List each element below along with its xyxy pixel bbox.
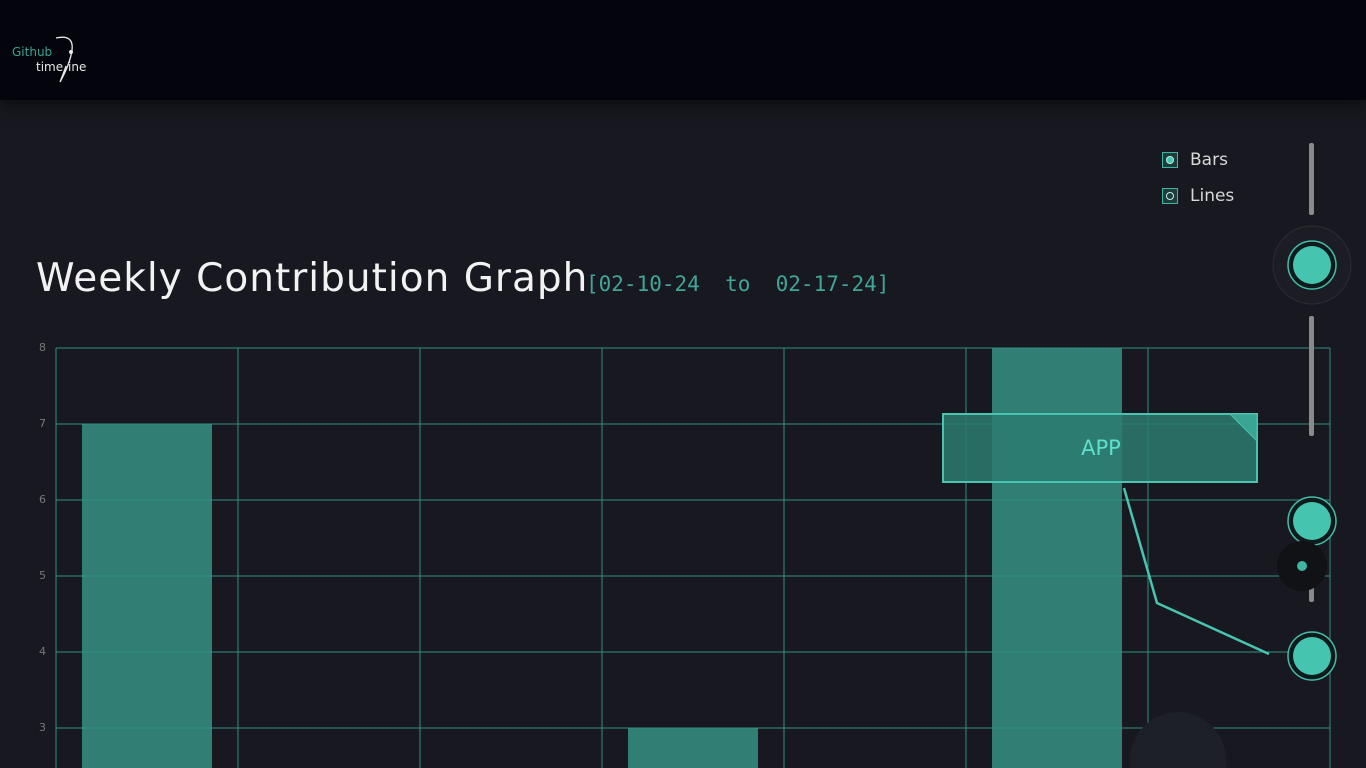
radio-button[interactable] <box>1162 152 1178 168</box>
slider-track <box>1309 316 1314 436</box>
radio-button[interactable] <box>1162 188 1178 204</box>
tooltip-label: APP <box>1081 436 1121 460</box>
bar <box>628 728 758 768</box>
chart-subtitle: [02-10-24 to 02-17-24] <box>586 272 890 296</box>
y-tick-label: 7 <box>39 417 46 430</box>
y-tick-label: 5 <box>39 569 46 582</box>
bar <box>82 424 212 768</box>
knob[interactable] <box>1293 637 1331 675</box>
y-tick-label: 4 <box>39 645 46 658</box>
tooltip: APP <box>942 413 1258 483</box>
shadow-blob <box>1130 712 1226 768</box>
tooltip-leader <box>1122 487 1270 656</box>
logo-right: ine <box>68 60 87 74</box>
logo-mark <box>55 36 73 83</box>
bar <box>992 348 1122 768</box>
radio-option[interactable]: Lines <box>1162 186 1234 206</box>
y-tick-label: 3 <box>39 721 46 734</box>
knob[interactable] <box>1293 246 1331 284</box>
tooltip-box <box>942 413 1258 483</box>
tooltip-corner <box>1228 413 1258 443</box>
logo-top: Github <box>12 45 53 59</box>
knob[interactable] <box>1293 502 1331 540</box>
header: Github time ine <box>0 0 1366 100</box>
radio-label[interactable]: Lines <box>1190 186 1235 206</box>
y-tick-label: 8 <box>39 341 46 354</box>
y-tick-label: 6 <box>39 493 46 506</box>
radio-label[interactable]: Bars <box>1190 150 1228 170</box>
knob-dot <box>1297 561 1307 571</box>
chart-title: Weekly Contribution Graph <box>36 256 589 301</box>
radio-option[interactable]: Bars <box>1162 150 1228 170</box>
slider-track <box>1309 143 1314 215</box>
logo-left: time <box>36 60 64 74</box>
